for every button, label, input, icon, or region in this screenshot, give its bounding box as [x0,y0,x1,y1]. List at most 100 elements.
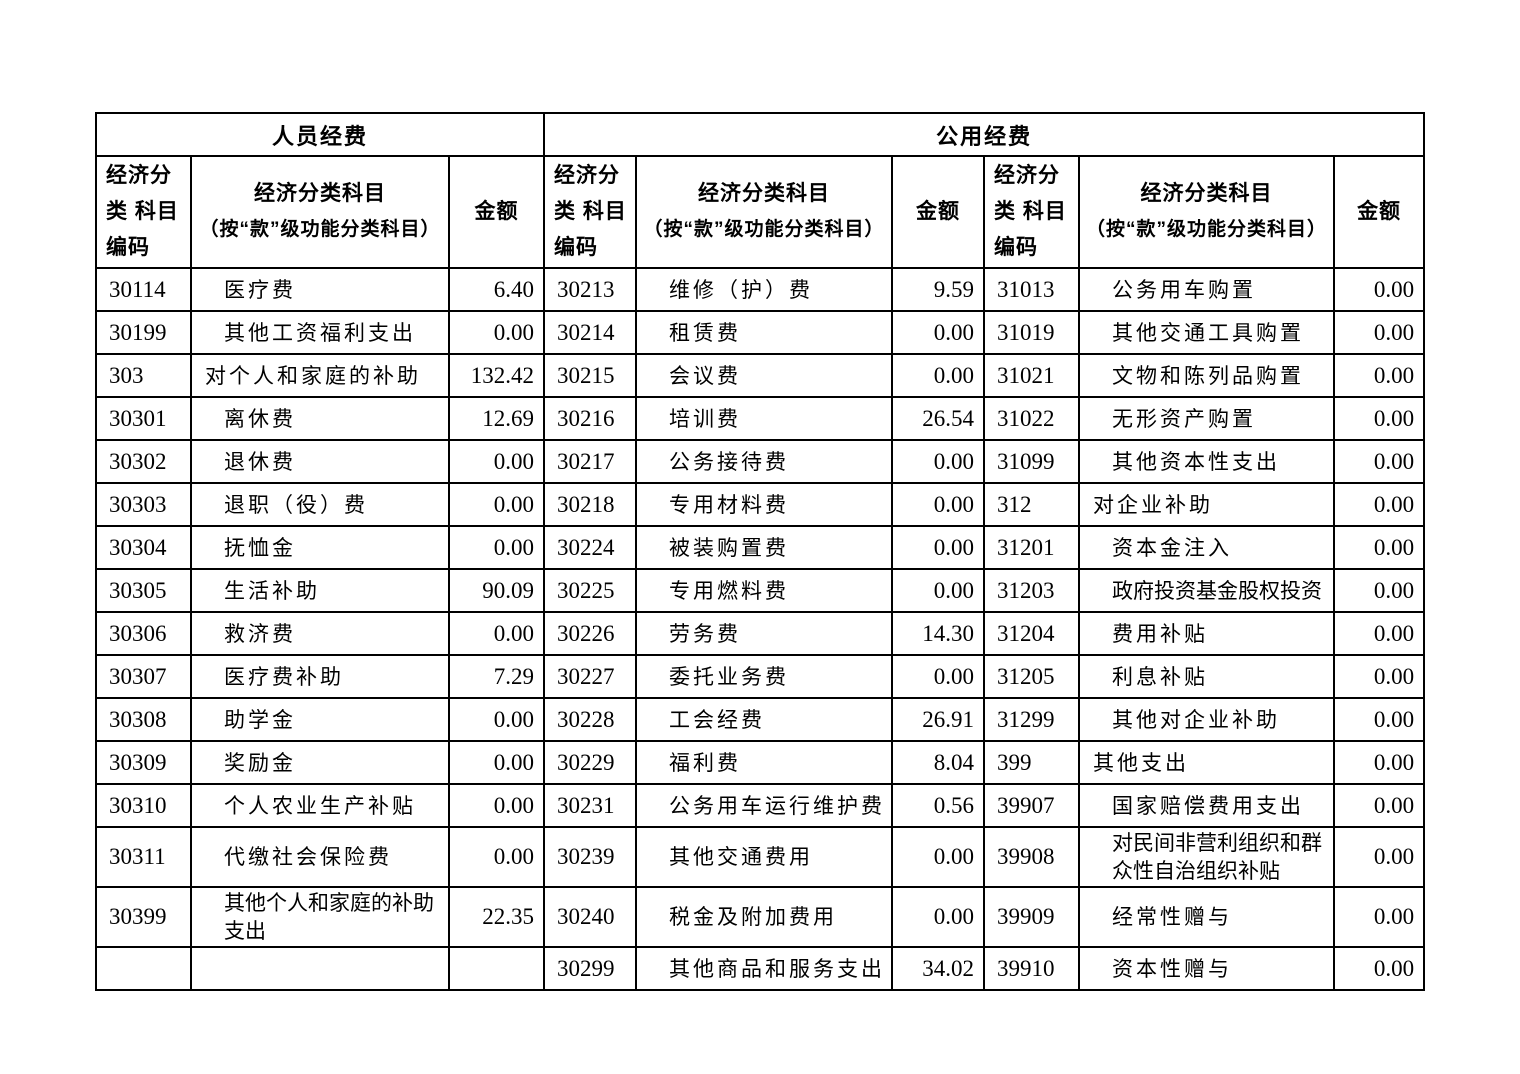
amount-cell: 12.69 [447,396,546,441]
amount-cell: 0.00 [1333,740,1426,785]
col-header-amount-2: 金额 [891,155,986,269]
amount-cell: 0.00 [1333,611,1426,656]
subject-cell: 个人农业生产补贴 [190,783,450,828]
table-row: 30309 奖励金 0.00 30229 福利费 8.04 399 其他支出 0.00 [95,740,1426,785]
code-cell: 31203 [983,568,1081,613]
table-row: 30305 生活补助 90.09 30225 专用燃料费 0.00 31203 政府投资基金股… [95,568,1426,613]
amount-cell: 0.00 [1333,396,1426,441]
amount-cell: 132.42 [447,353,546,398]
amount-cell: 0.00 [1333,946,1426,991]
amount-cell: 0.00 [447,525,546,570]
code-cell [95,946,192,991]
code-cell: 30226 [543,611,638,656]
col-header-subject-3: 经济分类科目 （按“款”级功能分类科目） [1078,155,1336,269]
subject-cell: 其他工资福利支出 [190,310,450,355]
amount-cell: 8.04 [891,740,986,785]
col-header-subject-line1: 经济分类科目 [698,182,831,205]
col-header-subject-line1: 经济分类科目 [1140,182,1273,205]
amount-cell: 0.00 [1333,654,1426,699]
code-cell: 30308 [95,697,192,742]
subject-cell: 无形资产购置 [1078,396,1336,441]
subject-cell: 对民间非营利组织和群众性自治组织补贴 [1078,826,1336,888]
amount-cell: 26.91 [891,697,986,742]
table-row: 30302 退休费 0.00 30217 公务接待费 0.00 31099 其他资本性支出 0.… [95,439,1426,484]
col-header-code-line2: 科目编码 [554,200,627,259]
subject-cell: 文物和陈列品购置 [1078,353,1336,398]
subject-cell: 培训费 [635,396,894,441]
group-header-public: 公用经费 [543,112,1426,157]
table-row: 30310 个人农业生产补贴 0.00 30231 公务用车运行维护费 0.56 39907… [95,783,1426,828]
subject-cell: 对企业补助 [1078,482,1336,527]
code-cell: 30302 [95,439,192,484]
table-row: 30199 其他工资福利支出 0.00 30214 租赁费 0.00 31019 其他交通工具… [95,310,1426,355]
amount-cell: 90.09 [447,568,546,613]
code-cell: 303 [95,353,192,398]
code-cell: 30214 [543,310,638,355]
subject-cell: 退休费 [190,439,450,484]
amount-cell: 0.00 [1333,826,1426,888]
code-cell: 312 [983,482,1081,527]
code-cell: 30303 [95,482,192,527]
code-cell: 30309 [95,740,192,785]
amount-cell: 0.00 [1333,783,1426,828]
amount-cell: 0.00 [891,310,986,355]
amount-cell: 14.30 [891,611,986,656]
budget-table: 人员经费 公用经费 经济分类 科目编码 经济分类科目 （按“款”级功能分类科目）… [94,112,1426,991]
code-cell: 30215 [543,353,638,398]
subject-cell [190,946,450,991]
subject-cell: 生活补助 [190,568,450,613]
code-cell: 30228 [543,697,638,742]
code-cell: 30227 [543,654,638,699]
code-cell: 30399 [95,886,192,948]
table-row: 30306 救济费 0.00 30226 劳务费 14.30 31204 费用补贴 0.00 [95,611,1426,656]
amount-cell: 0.00 [1333,697,1426,742]
col-header-code-1: 经济分类 科目编码 [95,155,192,269]
code-cell: 30213 [543,267,638,312]
subject-cell: 资本性赠与 [1078,946,1336,991]
code-cell: 30218 [543,482,638,527]
amount-cell: 6.40 [447,267,546,312]
table-row: 30307 医疗费补助 7.29 30227 委托业务费 0.00 31205 利息补贴 0.0… [95,654,1426,699]
table-row: 30114 医疗费 6.40 30213 维修（护）费 9.59 31013 公务用车购置 0.… [95,267,1426,312]
subject-cell: 租赁费 [635,310,894,355]
code-cell: 39907 [983,783,1081,828]
amount-cell: 0.00 [891,568,986,613]
amount-cell: 34.02 [891,946,986,991]
column-header-row: 经济分类 科目编码 经济分类科目 （按“款”级功能分类科目） 金额 经济分类 科… [95,155,1426,269]
code-cell: 30231 [543,783,638,828]
col-header-subject-2: 经济分类科目 （按“款”级功能分类科目） [635,155,894,269]
amount-cell: 0.00 [1333,568,1426,613]
subject-cell: 代缴社会保险费 [190,826,450,888]
subject-cell: 公务接待费 [635,439,894,484]
subject-cell: 专用燃料费 [635,568,894,613]
code-cell: 30240 [543,886,638,948]
subject-cell: 政府投资基金股权投资 [1078,568,1336,613]
code-cell: 30199 [95,310,192,355]
subject-cell: 退职（役）费 [190,482,450,527]
subject-cell: 劳务费 [635,611,894,656]
code-cell: 31019 [983,310,1081,355]
subject-cell: 利息补贴 [1078,654,1336,699]
subject-cell: 被装购置费 [635,525,894,570]
amount-cell: 0.00 [891,654,986,699]
group-header-row: 人员经费 公用经费 [94,112,1426,157]
subject-cell: 其他交通工具购置 [1078,310,1336,355]
code-cell: 30306 [95,611,192,656]
table-row: 30399 其他个人和家庭的补助支出 22.35 30240 税金及附加费用 0.00 39… [95,886,1426,948]
table-row: 30299 其他商品和服务支出 34.02 39910 资本性赠与 0.00 [95,946,1426,991]
table-row: 303 对个人和家庭的补助 132.42 30215 会议费 0.00 31021 文物和陈列… [95,353,1426,398]
code-cell: 39908 [983,826,1081,888]
amount-cell: 0.00 [447,783,546,828]
amount-cell [447,946,546,991]
col-header-subject-1: 经济分类科目 （按“款”级功能分类科目） [190,155,450,269]
col-header-subject-line2: （按“款”级功能分类科目） [199,219,441,240]
table-body: 30114 医疗费 6.40 30213 维修（护）费 9.59 31013 公务用车购置 0.… [95,267,1426,991]
col-header-code-line2: 科目编码 [994,200,1067,259]
code-cell: 31205 [983,654,1081,699]
subject-cell: 福利费 [635,740,894,785]
amount-cell: 0.00 [1333,482,1426,527]
col-header-subject-line2: （按“款”级功能分类科目） [1086,219,1328,240]
code-cell: 30216 [543,396,638,441]
subject-cell: 经常性赠与 [1078,886,1336,948]
code-cell: 31022 [983,396,1081,441]
